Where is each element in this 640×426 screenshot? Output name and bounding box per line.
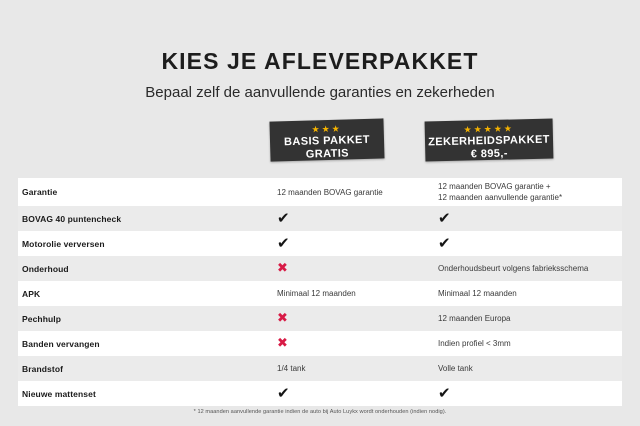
value-cell-zekerheid: 12 maanden BOVAG garantie + 12 maanden aa… [438,178,622,206]
table-row: Brandstof 1/4 tank Volle tank [18,356,622,381]
check-icon: ✔ [438,384,451,402]
value-cell-basis: ✖ [277,306,437,331]
value-cell-basis: ✔ [277,206,437,231]
value-cell-basis: ✔ [277,231,437,256]
table-row: Motorolie verversen ✔ ✔ [18,231,622,256]
page-subtitle: Bepaal zelf de aanvullende garanties en … [145,84,495,101]
check-icon: ✔ [277,384,290,402]
value-line: Volle tank [438,364,473,373]
value-line: Minimaal 12 maanden [438,289,517,298]
value-line: 1/4 tank [277,364,306,373]
value-line: Onderhoudsbeurt volgens fabrieksschema [438,264,589,273]
value-line: Indien profiel < 3mm [438,339,511,348]
table-row: Onderhoud ✖ Onderhoudsbeurt volgens fabrie… [18,256,622,281]
value-cell-zekerheid: Volle tank [438,356,622,381]
value-line: 12 maanden Europa [438,314,511,323]
feature-label: Motorolie verversen [22,238,105,249]
table-row: Nieuwe mattenset ✔ ✔ [18,381,622,406]
value-cell-basis: 12 maanden BOVAG garantie [277,178,437,206]
value-cell-zekerheid: 12 maanden Europa [438,306,622,331]
value-line: Minimaal 12 maanden [277,289,356,298]
feature-label: Onderhoud [22,263,69,274]
value-cell-basis: 1/4 tank [277,356,437,381]
package-banner-zekerheid[interactable]: ★★★★★ ZEKERHEIDSPAKKET € 895,- [424,118,554,162]
feature-label: Nieuwe mattenset [22,388,96,399]
feature-label: BOVAG 40 puntencheck [22,213,122,224]
check-icon: ✔ [277,209,290,227]
value-cell-zekerheid: ✔ [438,206,622,231]
feature-label: Garantie [22,187,58,197]
check-icon: ✔ [277,234,290,252]
feature-label: Brandstof [22,363,64,374]
table-row: Banden vervangen ✖ Indien profiel < 3mm [18,331,622,356]
page-title: KIES JE AFLEVERPAKKET [161,48,479,74]
cross-icon: ✖ [277,336,288,351]
value-cell-basis: ✖ [277,256,437,281]
value-cell-zekerheid: Onderhoudsbeurt volgens fabrieksschema [438,256,622,281]
package-banner-basis[interactable]: ★★★ BASIS PAKKET GRATIS [269,118,385,162]
check-icon: ✔ [438,234,451,252]
value-line: 12 maanden aanvullende garantie* [438,193,563,202]
cross-icon: ✖ [277,261,288,276]
value-line: 12 maanden BOVAG garantie [277,187,383,197]
feature-label: Pechhulp [22,313,62,324]
check-icon: ✔ [438,209,451,227]
value-cell-basis: ✖ [277,331,437,356]
value-cell-zekerheid: Minimaal 12 maanden [438,281,622,306]
value-cell-basis: Minimaal 12 maanden [277,281,437,306]
table-row: APK Minimaal 12 maanden Minimaal 12 maande… [18,281,622,306]
value-line: 12 maanden BOVAG garantie + [438,182,551,191]
cross-icon: ✖ [277,311,288,326]
package-comparison-table: Garantie 12 maanden BOVAG garantie 12 maan… [18,178,622,406]
value-cell-basis: ✔ [277,381,437,406]
footnote-text: * 12 maanden aanvullende garantie indien… [193,409,447,415]
feature-label: APK [22,288,41,299]
table-row: Pechhulp ✖ 12 maanden Europa [18,306,622,331]
value-cell-zekerheid: Indien profiel < 3mm [438,331,622,356]
table-row: Garantie 12 maanden BOVAG garantie 12 maan… [18,178,622,206]
feature-label: Banden vervangen [22,338,100,349]
table-row: BOVAG 40 puntencheck ✔ ✔ [18,206,622,231]
value-cell-zekerheid: ✔ [438,231,622,256]
value-cell-zekerheid: ✔ [438,381,622,406]
